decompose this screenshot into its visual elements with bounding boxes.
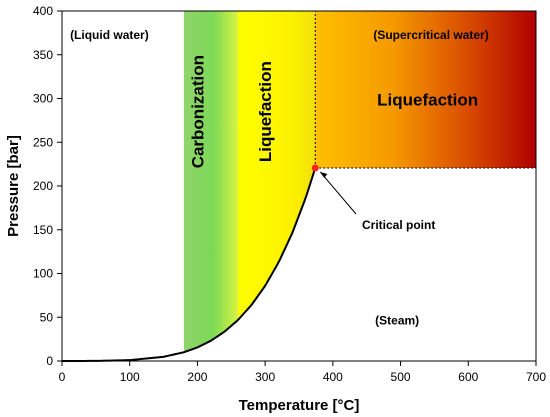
- x-tick-label: 0: [59, 370, 66, 384]
- critical-point-arrowhead: [320, 171, 328, 178]
- x-tick-label: 100: [120, 370, 140, 384]
- x-tick-label: 300: [255, 370, 275, 384]
- labels-layer: Carbonization Liquefaction Liquefaction (Li…: [70, 28, 489, 327]
- y-tick-label: 250: [33, 135, 53, 149]
- steam-label: (Steam): [375, 313, 419, 327]
- region-liquefaction-subcritical: [238, 11, 316, 320]
- regions-layer: [183, 11, 536, 353]
- critical-point-marker: [311, 164, 319, 172]
- x-tick-label: 500: [391, 370, 411, 384]
- y-tick-label: 400: [33, 4, 53, 18]
- supercritical-water-label: (Supercritical water): [373, 28, 488, 42]
- y-tick-label: 350: [33, 48, 53, 62]
- y-tick-label: 50: [40, 310, 54, 324]
- y-tick-label: 0: [46, 354, 53, 368]
- region-carbonization: [183, 11, 239, 353]
- axes-layer: 0 100 200 300 400 500 600 700 0 50 100 150 200 250 300…: [33, 4, 546, 384]
- y-tick-label: 100: [33, 267, 53, 281]
- x-tick-label: 700: [526, 370, 546, 384]
- region-liquefaction-supercritical: [315, 11, 536, 168]
- x-tick-label: 400: [323, 370, 343, 384]
- carbonization-label: Carbonization: [188, 55, 207, 168]
- liquefaction-label: Liquefaction: [256, 61, 275, 162]
- liquid-water-label: (Liquid water): [70, 28, 149, 42]
- supercritical-liquefaction-label: Liquefaction: [377, 91, 478, 110]
- x-axis-title: Temperature [°C]: [239, 397, 360, 414]
- y-tick-label: 150: [33, 223, 53, 237]
- y-tick-label: 200: [33, 179, 53, 193]
- y-tick-label: 300: [33, 92, 53, 106]
- critical-point-label: Critical point: [362, 218, 435, 232]
- x-tick-label: 600: [458, 370, 478, 384]
- y-axis-title: Pressure [bar]: [5, 135, 22, 237]
- x-tick-label: 200: [187, 370, 207, 384]
- critical-point-arrow: [319, 171, 357, 215]
